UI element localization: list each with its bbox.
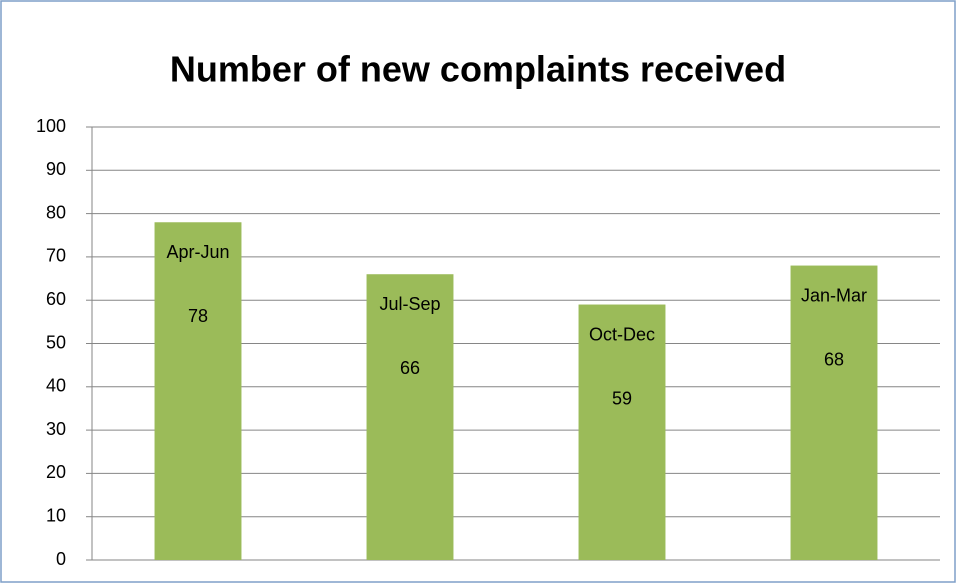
y-tick-label: 100 [36,116,66,136]
value-label: 66 [400,358,420,378]
bar [578,304,666,560]
y-tick-label: 90 [46,159,66,179]
y-tick-label: 0 [56,549,66,569]
value-label: 78 [188,306,208,326]
bar [366,274,454,560]
category-label: Apr-Jun [166,242,229,262]
y-tick-label: 60 [46,289,66,309]
y-tick-label: 80 [46,202,66,222]
value-label: 68 [824,349,844,369]
value-label: 59 [612,388,632,408]
chart-title: Number of new complaints received [170,49,786,90]
bar [154,222,242,560]
category-label: Oct-Dec [589,324,655,344]
category-label: Jul-Sep [379,294,440,314]
bar [790,265,878,560]
y-tick-label: 50 [46,332,66,352]
category-label: Jan-Mar [801,285,867,305]
y-tick-label: 10 [46,505,66,525]
y-tick-label: 20 [46,462,66,482]
y-tick-label: 30 [46,419,66,439]
y-tick-label: 40 [46,376,66,396]
y-tick-label: 70 [46,246,66,266]
